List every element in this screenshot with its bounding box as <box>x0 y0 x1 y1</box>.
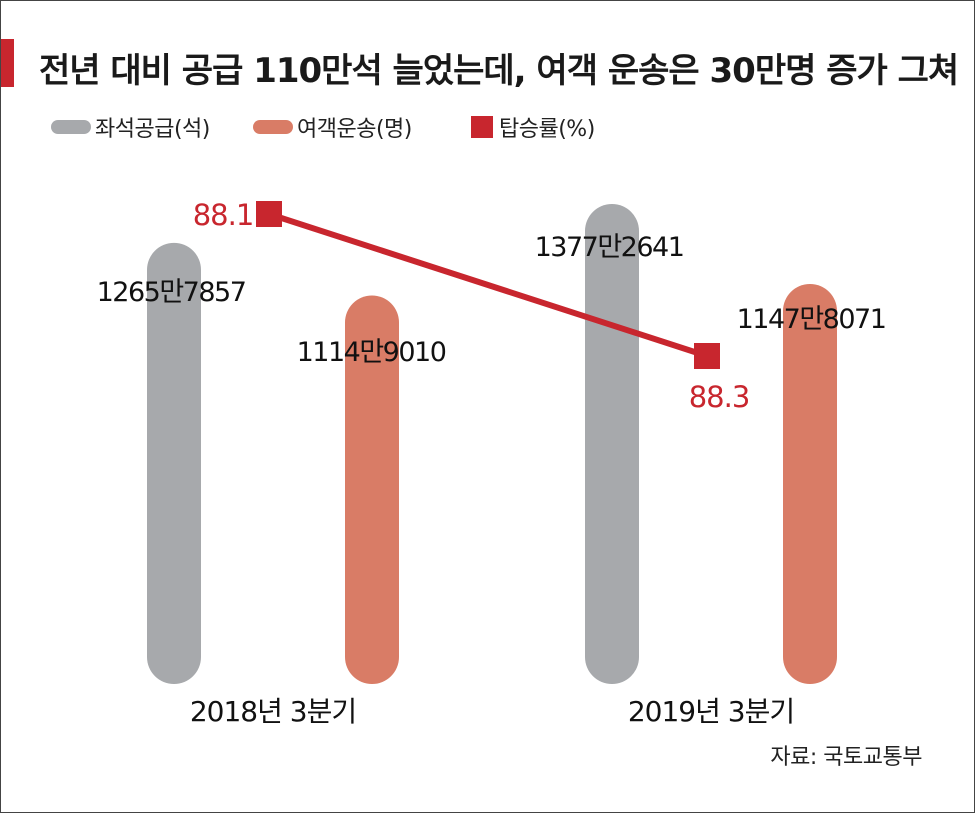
legend-label-seats: 좌석공급(석) <box>95 117 210 142</box>
bar-passengers-0 <box>345 295 399 684</box>
legend-item-seats: 좌석공급(석) <box>51 111 210 143</box>
rate-line <box>268 211 708 359</box>
bar-seats-1 <box>585 204 639 684</box>
title-accent-bar <box>1 39 14 87</box>
legend-swatch-rate <box>471 116 493 138</box>
chart-title: 전년 대비 공급 110만석 늘었는데, 여객 운송은 30만명 증가 그쳐 <box>39 51 959 91</box>
rate-value-label-1: 88.3 <box>689 380 750 414</box>
legend-label-passengers: 여객운송(명) <box>297 117 412 142</box>
rate-marker-0 <box>256 201 282 227</box>
legend-item-rate: 탑승률(%) <box>471 111 595 143</box>
legend-item-passengers: 여객운송(명) <box>253 111 412 143</box>
bar-value-label-seats-1: 1377만2641 <box>535 232 684 263</box>
bar-value-label-passengers-1: 1147만8071 <box>737 304 886 335</box>
bar-value-label-seats-0: 1265만7857 <box>97 277 246 308</box>
rate-value-label-0: 88.1 <box>193 198 254 232</box>
category-label-1: 2019년 3분기 <box>628 695 794 728</box>
bar-passengers-1 <box>783 283 837 684</box>
source-note: 자료: 국토교통부 <box>770 745 922 770</box>
bar-seats-0 <box>147 242 201 685</box>
legend-label-rate: 탑승률(%) <box>499 117 595 142</box>
rate-marker-1 <box>694 343 720 369</box>
legend-swatch-passengers <box>253 120 293 134</box>
category-label-0: 2018년 3분기 <box>190 695 356 728</box>
legend-swatch-seats <box>51 120 91 134</box>
bar-value-label-passengers-0: 1114만9010 <box>297 337 446 368</box>
